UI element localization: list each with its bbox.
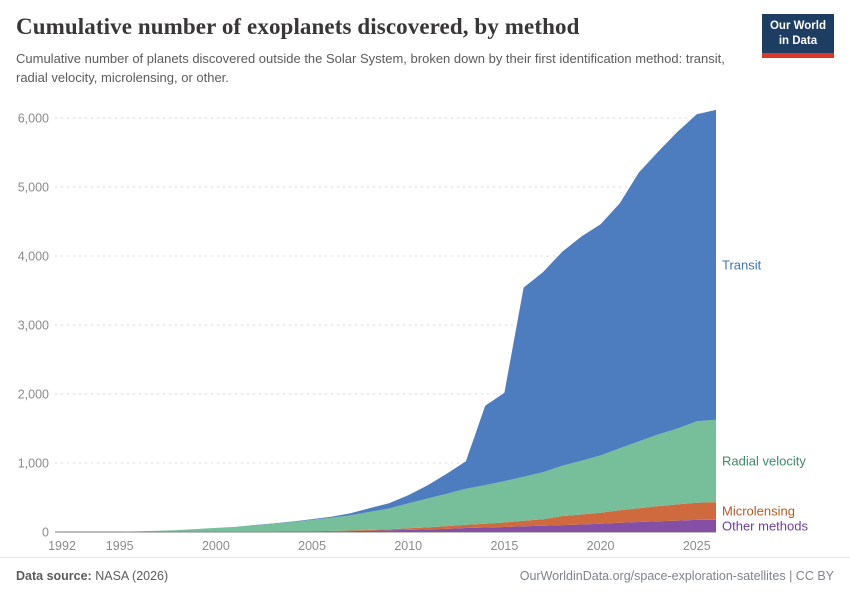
y-tick-label: 2,000 [18, 388, 49, 402]
area-other-methods [62, 519, 716, 532]
series-label-microlensing: Microlensing [722, 503, 795, 518]
y-tick-label: 6,000 [18, 112, 49, 126]
data-source-value: NASA (2026) [95, 569, 169, 583]
y-tick-label: 3,000 [18, 319, 49, 333]
x-tick-label: 2020 [587, 539, 615, 553]
series-label-other-methods: Other methods [722, 518, 808, 533]
y-tick-label: 5,000 [18, 181, 49, 195]
chart-subtitle: Cumulative number of planets discovered … [16, 51, 725, 85]
x-tick-label: 2010 [394, 539, 422, 553]
y-tick-label: 0 [42, 526, 49, 540]
area-microlensing [62, 502, 716, 532]
series-label-transit: Transit [722, 257, 762, 272]
x-tick-label: 1992 [48, 539, 76, 553]
page-title: Cumulative number of exoplanets discover… [16, 14, 580, 39]
owid-logo[interactable]: Our World in Data [761, 14, 834, 58]
data-source: Data source: NASA (2026) [16, 569, 168, 583]
series-label-radial-velocity: Radial velocity [722, 453, 806, 468]
attribution-link[interactable]: OurWorldinData.org/space-exploration-sat… [519, 569, 834, 583]
x-tick-label: 2015 [491, 539, 519, 553]
area-transit [62, 109, 716, 532]
chart-footer: Data source: NASA (2026) OurWorldinData.… [0, 557, 850, 600]
x-tick-label: 2000 [202, 539, 230, 553]
x-tick-label: 1995 [106, 539, 134, 553]
chart-header: Cumulative number of exoplanets discover… [16, 14, 834, 88]
x-tick-label: 2025 [683, 539, 711, 553]
owid-logo-line2: in Data [778, 34, 818, 47]
y-tick-label: 4,000 [18, 250, 49, 264]
data-source-label: Data source: [16, 569, 92, 583]
area-radial-velocity [62, 419, 716, 532]
owid-logo-line1: Our World [769, 20, 826, 32]
x-tick-label: 2005 [298, 539, 326, 553]
y-tick-label: 1,000 [18, 457, 49, 471]
